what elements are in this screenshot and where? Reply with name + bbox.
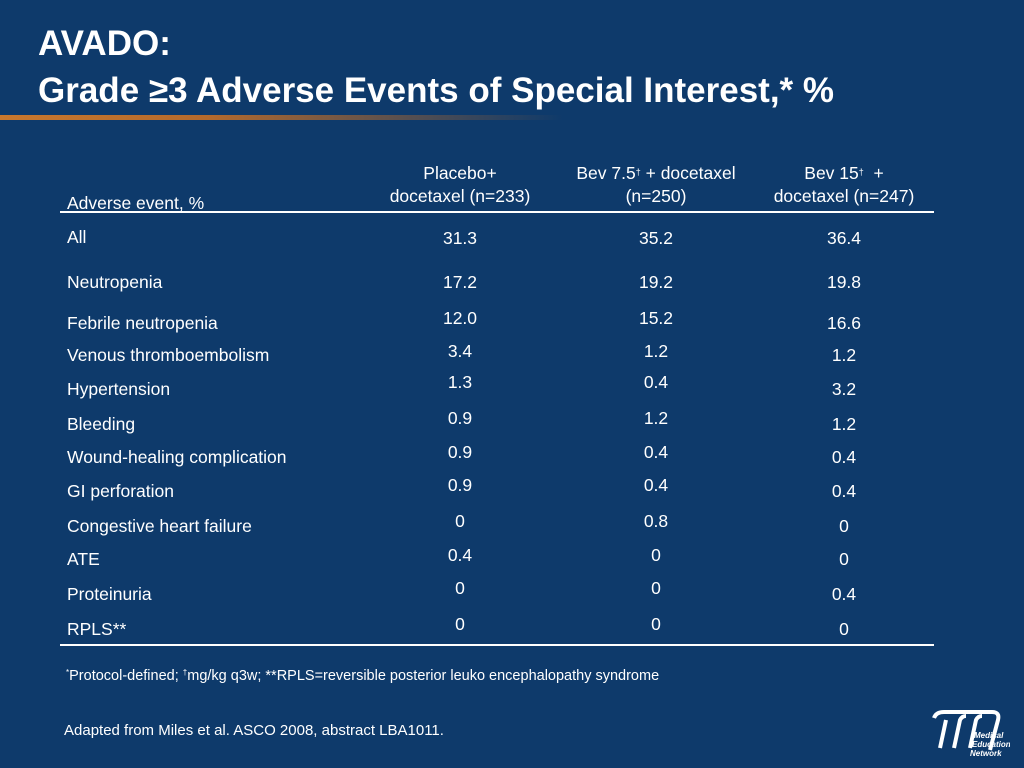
value-bev15: 0.4 xyxy=(831,447,857,467)
footnote-text: Protocol-defined; xyxy=(69,668,183,684)
asterisk-mark: * xyxy=(66,668,70,677)
value-bev75: 0.8 xyxy=(643,511,669,531)
value-bev75: 1.2 xyxy=(643,408,669,428)
logo-text-medical: Medical xyxy=(974,731,1004,740)
column-header-text: Bev 7.5 xyxy=(576,163,636,183)
row-label: All xyxy=(67,227,87,247)
value-bev15: 0 xyxy=(839,516,849,536)
value-placebo: 12.0 xyxy=(442,308,478,328)
logo-text-education: Education xyxy=(972,740,1010,749)
value-bev75: 1.2 xyxy=(643,341,669,361)
value-placebo: 17.2 xyxy=(442,272,478,292)
value-bev75: 0.4 xyxy=(643,475,669,495)
column-header-line: docetaxel (n=233) xyxy=(389,186,531,206)
column-header-bev75: Bev 7.5† + docetaxel (n=250) xyxy=(556,162,756,208)
row-label: ATE xyxy=(67,549,100,569)
value-bev75: 19.2 xyxy=(638,272,674,292)
footnote: *Protocol-defined; †mg/kg q3w; **RPLS=re… xyxy=(66,668,659,684)
row-label: Bleeding xyxy=(67,414,136,434)
column-header-placebo: Placebo+ docetaxel (n=233) xyxy=(360,162,560,208)
column-header-line: (n=250) xyxy=(625,186,687,206)
value-bev75: 0.4 xyxy=(643,442,669,462)
column-header-text: + xyxy=(863,163,884,183)
value-placebo: 0.4 xyxy=(447,545,473,565)
row-label: GI perforation xyxy=(67,481,174,501)
column-header-line: Placebo+ xyxy=(423,163,497,183)
value-bev15: 0.4 xyxy=(831,584,857,604)
value-bev75: 0 xyxy=(651,578,661,598)
row-label: Hypertension xyxy=(67,379,171,399)
row-label: Venous thromboembolism xyxy=(67,345,270,365)
source-citation: Adapted from Miles et al. ASCO 2008, abs… xyxy=(64,722,444,739)
men-logo-icon: Medical Education Network xyxy=(932,710,1011,758)
row-label: Wound-healing complication xyxy=(67,447,287,467)
row-label: Neutropenia xyxy=(67,272,163,292)
column-header-text: + docetaxel xyxy=(640,163,736,183)
column-header-line: Bev 15† + xyxy=(744,162,944,185)
value-bev75: 35.2 xyxy=(638,228,674,248)
title-line-2: Grade ≥3 Adverse Events of Special Inter… xyxy=(38,71,835,110)
table-bottom-rule xyxy=(60,644,934,646)
value-placebo: 0 xyxy=(455,511,465,531)
row-label: Congestive heart failure xyxy=(67,516,252,536)
value-placebo: 3.4 xyxy=(447,341,473,361)
column-header-line: Bev 7.5† + docetaxel xyxy=(556,162,756,185)
value-bev15: 0 xyxy=(839,619,849,639)
men-logo: Medical Education Network xyxy=(930,708,1011,760)
value-bev15: 0.4 xyxy=(831,481,857,501)
slide-title: AVADO: Grade ≥3 Adverse Events of Specia… xyxy=(38,20,998,114)
value-bev15: 1.2 xyxy=(831,414,857,434)
title-divider xyxy=(0,115,1024,120)
value-bev75: 15.2 xyxy=(638,308,674,328)
value-placebo: 0.9 xyxy=(447,475,473,495)
dagger-mark: † xyxy=(182,668,188,677)
value-bev15: 16.6 xyxy=(826,313,862,333)
dagger-mark: † xyxy=(635,167,641,177)
value-bev15: 19.8 xyxy=(826,272,862,292)
footnote-text: mg/kg q3w; **RPLS=reversible posterior l… xyxy=(187,668,660,684)
row-header-label: Adverse event, % xyxy=(67,193,205,213)
value-bev75: 0 xyxy=(651,614,661,634)
value-placebo: 1.3 xyxy=(447,372,473,392)
title-line-1: AVADO: xyxy=(38,24,171,63)
column-header-text: Bev 15 xyxy=(804,163,859,183)
value-bev15: 0 xyxy=(839,549,849,569)
value-placebo: 0.9 xyxy=(447,408,473,428)
value-bev75: 0.4 xyxy=(643,372,669,392)
logo-text-network: Network xyxy=(970,749,1002,758)
value-bev75: 0 xyxy=(651,545,661,565)
column-header-line: docetaxel (n=247) xyxy=(773,186,915,206)
value-bev15: 3.2 xyxy=(831,379,857,399)
value-placebo: 0 xyxy=(455,614,465,634)
column-header-bev15: Bev 15† + docetaxel (n=247) xyxy=(744,162,944,208)
value-bev15: 1.2 xyxy=(831,345,857,365)
header-rule xyxy=(60,211,934,213)
value-placebo: 0.9 xyxy=(447,442,473,462)
dagger-mark: † xyxy=(858,167,864,177)
value-placebo: 0 xyxy=(455,578,465,598)
value-bev15: 36.4 xyxy=(826,228,862,248)
value-placebo: 31.3 xyxy=(442,228,478,248)
row-label: Proteinuria xyxy=(67,584,152,604)
row-label: RPLS** xyxy=(67,619,127,639)
row-label: Febrile neutropenia xyxy=(67,313,218,333)
